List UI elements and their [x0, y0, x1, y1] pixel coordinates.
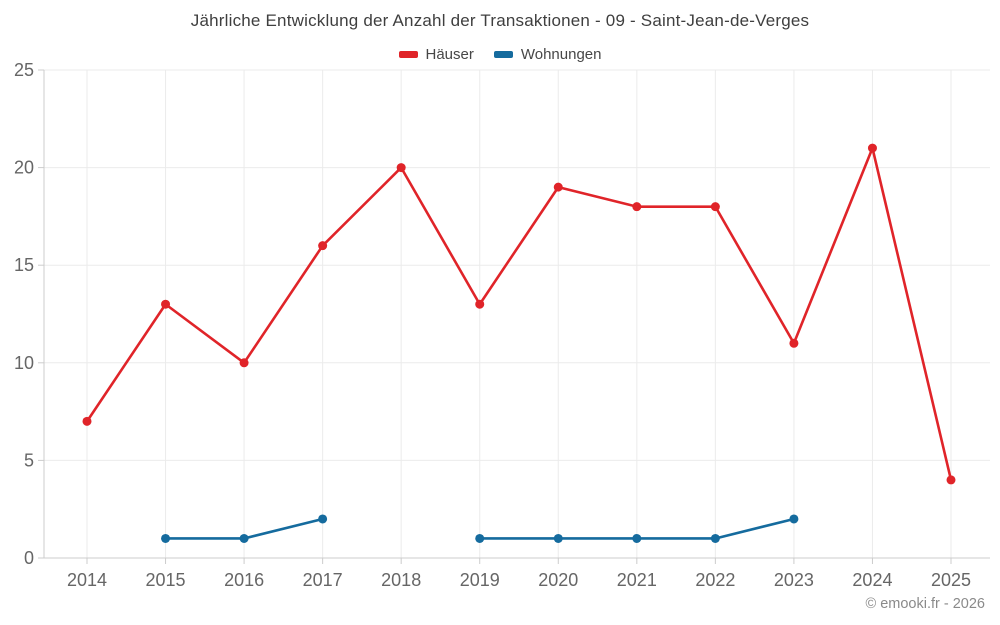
- x-tick-label: 2022: [695, 570, 735, 590]
- data-point-h-user[interactable]: [396, 163, 406, 173]
- data-point-h-user[interactable]: [161, 299, 171, 309]
- x-tick-label: 2015: [146, 570, 186, 590]
- data-point-wohnungen[interactable]: [789, 514, 799, 524]
- x-tick-label: 2023: [774, 570, 814, 590]
- data-point-wohnungen[interactable]: [318, 514, 328, 524]
- legend-marker-icon: [398, 51, 418, 58]
- data-point-h-user[interactable]: [946, 475, 956, 485]
- legend-item-h-user[interactable]: Häuser: [398, 46, 474, 63]
- copyright-text: © emooki.fr - 2026: [865, 596, 985, 612]
- data-point-wohnungen[interactable]: [161, 533, 171, 543]
- data-point-h-user[interactable]: [239, 358, 249, 368]
- y-tick-label: 15: [14, 255, 34, 275]
- x-tick-label: 2025: [931, 570, 971, 590]
- chart-legend: Häuser Wohnungen: [0, 46, 1000, 63]
- legend-label: Wohnungen: [520, 46, 602, 63]
- data-point-wohnungen[interactable]: [475, 533, 485, 543]
- legend-marker-icon: [493, 51, 513, 58]
- y-tick-label: 20: [14, 158, 34, 178]
- legend-item-wohnungen[interactable]: Wohnungen: [493, 46, 602, 63]
- data-point-h-user[interactable]: [710, 202, 720, 212]
- data-point-h-user[interactable]: [553, 182, 563, 192]
- x-tick-label: 2020: [538, 570, 578, 590]
- x-tick-label: 2018: [381, 570, 421, 590]
- x-tick-label: 2016: [224, 570, 264, 590]
- data-point-h-user[interactable]: [632, 202, 642, 212]
- data-point-wohnungen[interactable]: [710, 533, 720, 543]
- x-tick-label: 2024: [852, 570, 892, 590]
- y-tick-label: 10: [14, 353, 34, 373]
- series-line-h-user: [85, 146, 953, 482]
- y-tick-label: 5: [24, 450, 34, 470]
- x-tick-label: 2014: [67, 570, 107, 590]
- chart-title: Jährliche Entwicklung der Anzahl der Tra…: [190, 11, 810, 30]
- legend-label: Häuser: [425, 46, 474, 63]
- data-point-h-user[interactable]: [867, 143, 877, 153]
- data-point-h-user[interactable]: [318, 241, 328, 251]
- data-point-h-user[interactable]: [82, 416, 92, 426]
- y-tick-label: 0: [24, 548, 34, 568]
- data-point-wohnungen[interactable]: [553, 533, 563, 543]
- data-point-wohnungen[interactable]: [239, 533, 249, 543]
- x-tick-label: 2019: [460, 570, 500, 590]
- data-point-h-user[interactable]: [475, 299, 485, 309]
- y-tick-label: 25: [14, 60, 34, 80]
- data-point-h-user[interactable]: [789, 338, 799, 348]
- x-tick-label: 2021: [617, 570, 657, 590]
- x-tick-label: 2017: [303, 570, 343, 590]
- data-point-wohnungen[interactable]: [632, 533, 642, 543]
